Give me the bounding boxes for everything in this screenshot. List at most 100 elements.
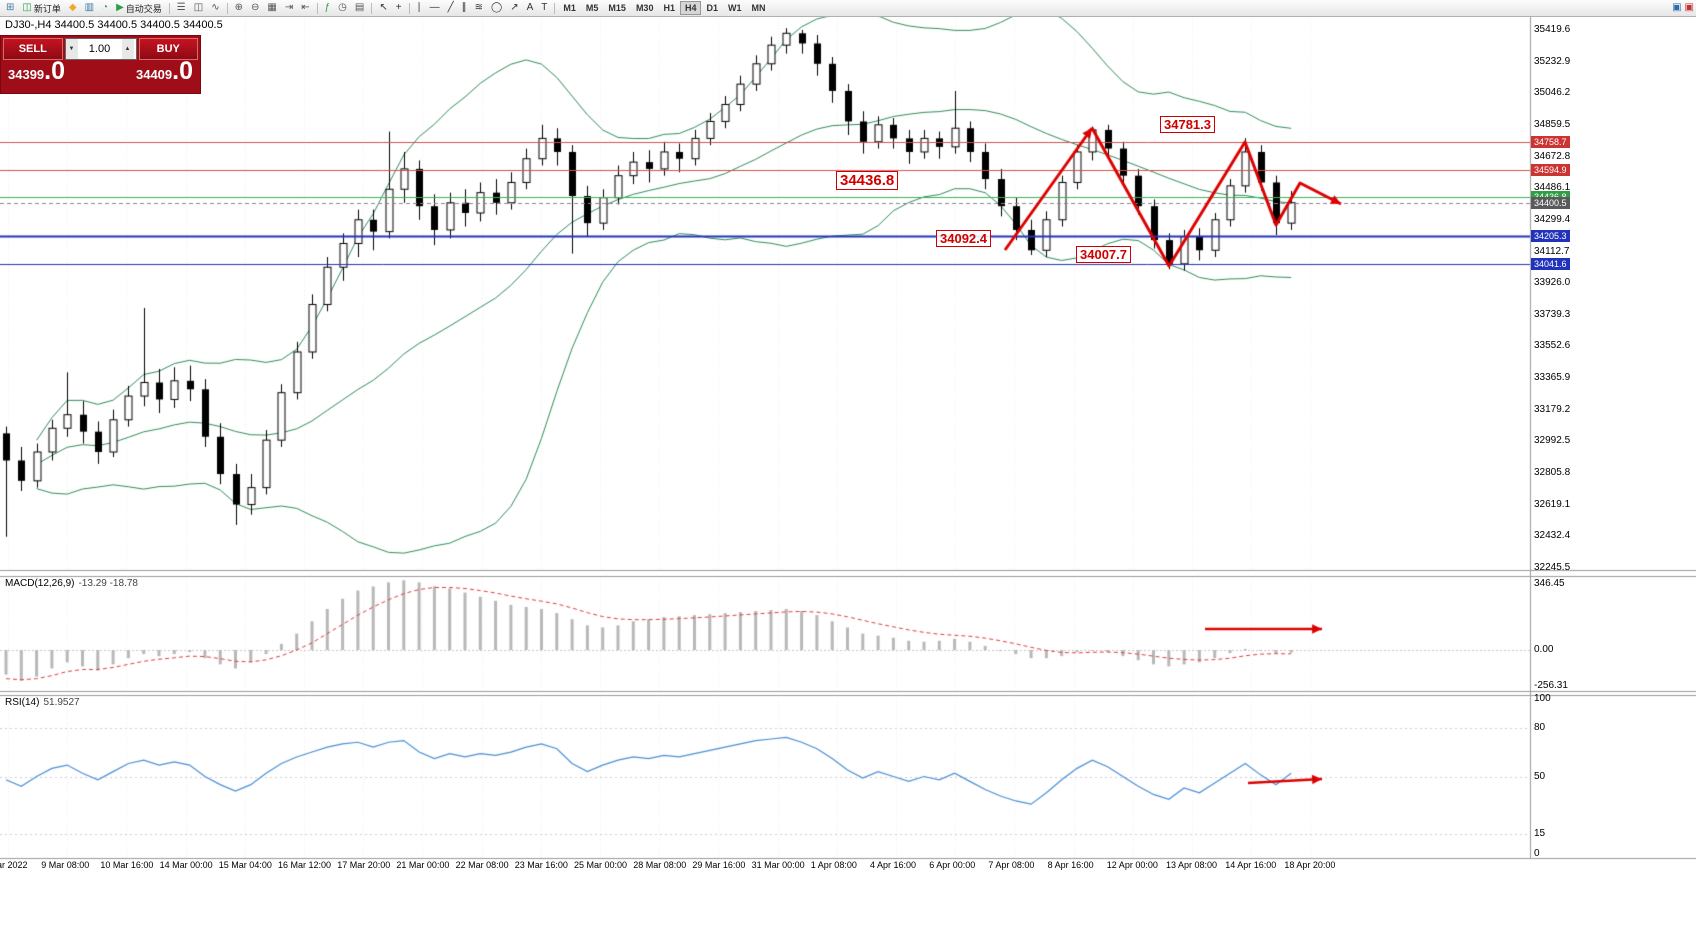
price-annotation[interactable]: 34781.3 (1160, 116, 1215, 133)
new-chart-icon: ⊞ (6, 2, 15, 13)
arrows-icon: ↗ (510, 2, 519, 13)
timeframe-m5-button[interactable]: M5 (581, 1, 604, 15)
price-axis-label: 33365.9 (1534, 372, 1571, 384)
timeframe-m1-button[interactable]: M1 (558, 1, 581, 15)
price-axis-label: 33926.0 (1534, 277, 1571, 289)
date-axis-label: 8 Apr 16:00 (1047, 860, 1094, 870)
price-axis-label: 34486.1 (1534, 182, 1571, 194)
macd-scale-label: -256.31 (1534, 680, 1568, 691)
timeframe-m15-button[interactable]: M15 (603, 1, 631, 15)
auto-scroll-button[interactable]: ⇥ (281, 1, 297, 15)
price-annotation[interactable]: 34007.7 (1076, 246, 1131, 263)
price-tag: 34758.7 (1531, 136, 1570, 148)
price-annotation[interactable]: 34436.8 (836, 171, 899, 190)
bar-chart-button[interactable]: ☰ (173, 1, 190, 15)
data-window-button[interactable]: ◔ (98, 1, 112, 15)
date-axis-label: 1 Apr 08:00 (810, 860, 857, 870)
price-axis-label: 35046.2 (1534, 87, 1571, 99)
arrows-button[interactable]: ↗ (506, 1, 522, 15)
timeframe-d1-button[interactable]: D1 (701, 1, 723, 15)
date-axis-label: 14 Apr 16:00 (1225, 860, 1277, 870)
horizontal-line-icon: ― (429, 2, 440, 13)
price-axis-label: 32619.1 (1534, 498, 1571, 510)
new-order-button[interactable]: ◫ 新订单 (18, 1, 64, 15)
timeframe-h4-button[interactable]: H4 (679, 1, 702, 15)
timeframe-buttons: M1 M5 M15 M30 H1 H4 D1 W1 MN (558, 0, 770, 16)
text-label-button[interactable]: T (537, 1, 551, 15)
periods-button[interactable]: ◷ (334, 1, 351, 15)
text-icon: A (526, 2, 534, 13)
chart-shift-button[interactable]: ⇤ (297, 1, 313, 15)
horizontal-line-button[interactable]: ― (426, 1, 444, 15)
timeframe-m30-button[interactable]: M30 (631, 1, 659, 15)
auto-trading-button[interactable]: ▶ 自动交易 (112, 1, 166, 15)
trendline-button[interactable]: ╱ (444, 1, 458, 15)
shapes-button[interactable]: ◯ (487, 1, 506, 15)
rsi-scale-label: 15 (1534, 827, 1546, 839)
price-axis-label: 34859.5 (1534, 118, 1571, 130)
date-axis-label: 21 Mar 00:00 (396, 860, 450, 870)
cursor-button[interactable]: ↖ (375, 1, 391, 15)
buy-button[interactable]: BUY (138, 38, 198, 60)
volume-decrease-button[interactable]: ▼ (65, 39, 78, 59)
toolbar-right: ▣ ▣ (1672, 3, 1696, 13)
channel-button[interactable]: ∥ (458, 1, 471, 15)
templates-button[interactable]: ▤ (351, 1, 368, 15)
timeframe-mn-button[interactable]: MN (747, 1, 771, 15)
toolbar-separator (408, 2, 410, 14)
date-axis-label: 12 Apr 00:00 (1106, 860, 1158, 870)
toolbar-separator (168, 2, 170, 14)
candle-chart-button[interactable]: ◫ (190, 1, 207, 15)
toolbar-separator (316, 2, 318, 14)
market-watch-button[interactable]: ▥ (81, 1, 98, 15)
chat-icon[interactable]: ▣ (1672, 2, 1682, 13)
rsi-scale-label: 0 (1534, 848, 1540, 859)
crosshair-button[interactable]: + (392, 1, 406, 15)
macd-values: -13.29 -18.78 (78, 578, 138, 589)
templates-icon: ▤ (354, 2, 365, 13)
sell-button[interactable]: SELL (3, 38, 63, 60)
profiles-button[interactable]: ◆ (65, 1, 81, 15)
ohlc-info: DJ30-,H4 34400.5 34400.5 34400.5 34400.5 (5, 19, 223, 31)
notifications-icon[interactable]: ▣ (1684, 2, 1694, 13)
date-axis-label: 4 Mar 2022 (0, 860, 28, 870)
zoom-in-button[interactable]: ⊕ (231, 1, 247, 15)
date-axis-label: 22 Mar 08:00 (455, 860, 509, 870)
text-button[interactable]: A (523, 1, 538, 15)
date-axis-label: 7 Apr 08:00 (988, 860, 1035, 870)
vertical-line-button[interactable]: ∣ (413, 1, 426, 15)
line-chart-icon: ∿ (211, 2, 220, 13)
auto-trading-icon: ▶ (116, 2, 124, 13)
timeframe-w1-button[interactable]: W1 (723, 1, 747, 15)
line-chart-button[interactable]: ∿ (207, 1, 223, 15)
new-chart-button[interactable]: ⊞ (2, 1, 18, 15)
date-axis-label: 6 Apr 00:00 (929, 860, 976, 870)
fibonacci-icon: ≋ (474, 2, 484, 13)
tile-windows-icon: ▦ (267, 2, 277, 13)
toolbar-buttons: ⊞ ◫ 新订单 ◆ ▥ ◔ ▶ 自动交易 ☰ ◫ ∿ ⊕ ⊖ ▦ ⇥ ⇤ ƒ ◷ ▤ ↖ + ∣ ― ╱ ∥ ≋ ◯ ↗ A T (2, 0, 558, 16)
zoom-out-button[interactable]: ⊖ (247, 1, 263, 15)
new-order-label: 新订单 (33, 3, 61, 14)
date-axis-label: 4 Apr 16:00 (870, 860, 917, 870)
volume-input[interactable] (77, 39, 122, 59)
macd-scale-label: 0.00 (1534, 644, 1554, 655)
price-annotation[interactable]: 34092.4 (936, 230, 991, 247)
date-axis-label: 13 Apr 08:00 (1166, 860, 1218, 870)
macd-scale-label: 346.45 (1534, 578, 1565, 589)
market-watch-icon: ▥ (84, 2, 95, 13)
fibonacci-button[interactable]: ≋ (471, 1, 487, 15)
tile-windows-button[interactable]: ▦ (263, 1, 280, 15)
date-axis-label: 10 Mar 16:00 (100, 860, 154, 870)
price-axis-label: 32245.5 (1534, 561, 1571, 573)
volume-increase-button[interactable]: ▲ (121, 39, 134, 59)
indicators-button[interactable]: ƒ (321, 1, 335, 15)
channel-icon: ∥ (461, 2, 467, 13)
price-axis-label: 34672.8 (1534, 150, 1571, 162)
rsi-label-row: RSI(14) 51.9527 (5, 697, 80, 708)
one-click-trading-panel: SELL ▼ ▲ BUY 34399.0 34409.0 (0, 35, 201, 94)
data-window-icon: ◔ (102, 2, 109, 13)
rsi-scale-label: 50 (1534, 770, 1546, 782)
timeframe-h1-button[interactable]: H1 (658, 1, 680, 15)
date-axis-label: 28 Mar 08:00 (633, 860, 687, 870)
